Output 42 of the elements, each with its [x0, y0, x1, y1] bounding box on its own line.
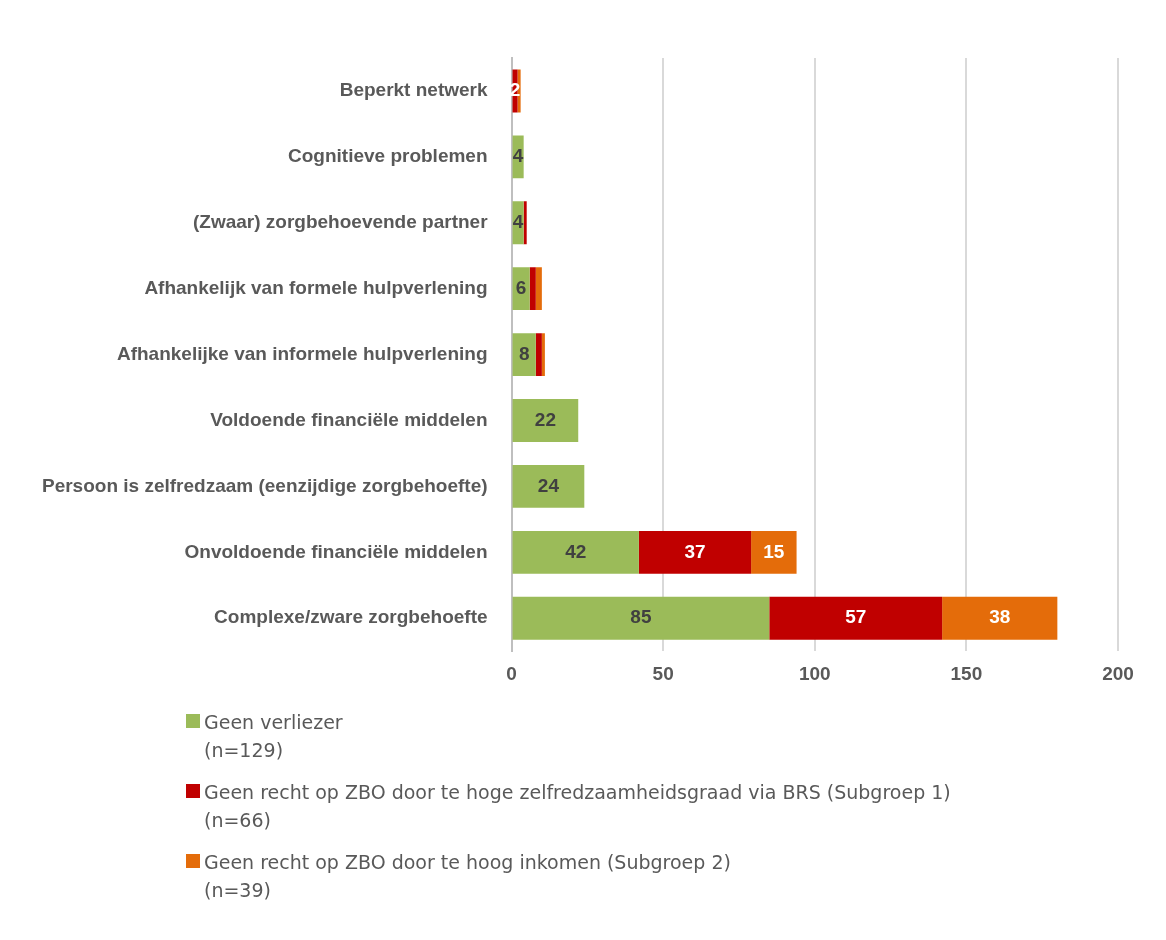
data-label: 24: [537, 474, 560, 496]
bar: [512, 596, 770, 640]
y-tick-label: Complexe/zware zorgbehoefte: [214, 606, 488, 628]
y-tick-label: Cognitieve problemen: [288, 145, 488, 167]
bar: [535, 267, 542, 311]
x-tick-label: 0: [506, 662, 517, 684]
bar: [512, 530, 639, 574]
y-tick-label: Afhankelijk van formele hulpverlening: [144, 276, 488, 298]
x-tick-label: 100: [798, 662, 831, 684]
x-tick-label: 200: [1102, 662, 1134, 684]
data-label: 15: [763, 540, 785, 562]
data-label: 37: [684, 540, 706, 562]
bar: [769, 596, 943, 640]
bar: [535, 333, 542, 377]
data-label: 22: [534, 408, 556, 430]
y-tick-label: Voldoende financiële middelen: [210, 408, 488, 430]
y-tick-label: Beperkt netwerk: [339, 79, 488, 101]
x-tick-label: 150: [950, 662, 983, 684]
bar: [942, 596, 1058, 640]
bar: [512, 465, 585, 508]
data-label: 57: [845, 606, 867, 628]
legend-label: Geen recht op ZBO door te hoog inkomen (Subgroep 2) (n=39): [204, 850, 731, 903]
y-tick-label: Persoon is zelfredzaam (eenzijdige zorgbehoefte): [41, 474, 488, 496]
data-label: 8: [518, 342, 530, 364]
bar: [541, 333, 545, 377]
data-label: 6: [515, 276, 527, 298]
data-label: 4: [512, 145, 524, 167]
bar: [751, 530, 797, 574]
data-label: 42: [565, 540, 587, 562]
legend-label: Geen verliezer (n=129): [204, 710, 343, 763]
bar: [512, 399, 579, 442]
bar: [523, 201, 527, 245]
bar: [638, 530, 752, 574]
data-label: 4: [512, 211, 524, 233]
data-label: 85: [630, 606, 652, 628]
y-tick-label: (Zwaar) zorgbehoevende partner: [192, 211, 489, 233]
y-tick-label: Afhankelijke van informele hulpverlening: [116, 342, 488, 364]
data-label: 38: [989, 606, 1011, 628]
y-tick-label: Onvoldoende financiële middelen: [184, 540, 488, 562]
x-tick-label: 50: [652, 662, 674, 684]
bar: [529, 267, 536, 311]
legend-label: Geen recht op ZBO door te hoge zelfredzaamheidsgraad via BRS (Subgroep 1) (n=66): [204, 780, 951, 833]
